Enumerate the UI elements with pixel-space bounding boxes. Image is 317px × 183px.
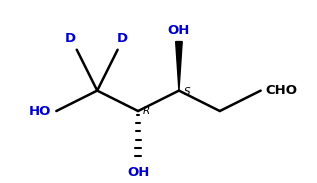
Text: R: R — [143, 106, 150, 116]
Polygon shape — [176, 42, 182, 91]
Text: HO: HO — [29, 104, 51, 117]
Text: D: D — [65, 32, 76, 45]
Text: OH: OH — [168, 24, 190, 37]
Text: OH: OH — [127, 166, 149, 179]
Text: D: D — [117, 32, 128, 45]
Text: S: S — [184, 87, 191, 97]
Text: CHO: CHO — [266, 84, 298, 97]
